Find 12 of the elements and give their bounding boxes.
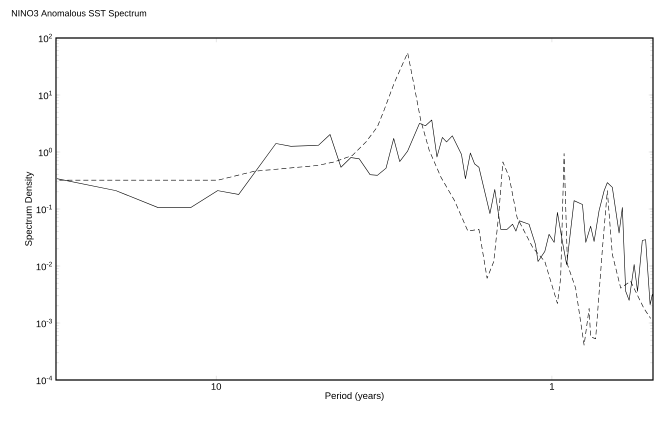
x-axis-title: Period (years) (326, 392, 384, 401)
x-tick-label: 1 (550, 383, 554, 390)
y-tick-label: 10$^{1}$ (38, 90, 52, 100)
y-axis-title: Spectrum Density (24, 172, 34, 246)
y-tick-label: 10$^{-1}$ (36, 204, 52, 214)
y-tick-label: 10$^{-4}$ (36, 376, 52, 384)
x-tick-label: 10 (212, 383, 222, 390)
chart-title: NINO3 Anomalous SST Spectrum (12, 10, 146, 18)
y-tick-label: 10$^{0}$ (38, 148, 52, 156)
y-tick-label: 10$^{2}$ (38, 34, 52, 42)
y-tick-label: 10$^{-3}$ (36, 318, 52, 328)
y-tick-label: 10$^{-2}$ (36, 262, 52, 270)
